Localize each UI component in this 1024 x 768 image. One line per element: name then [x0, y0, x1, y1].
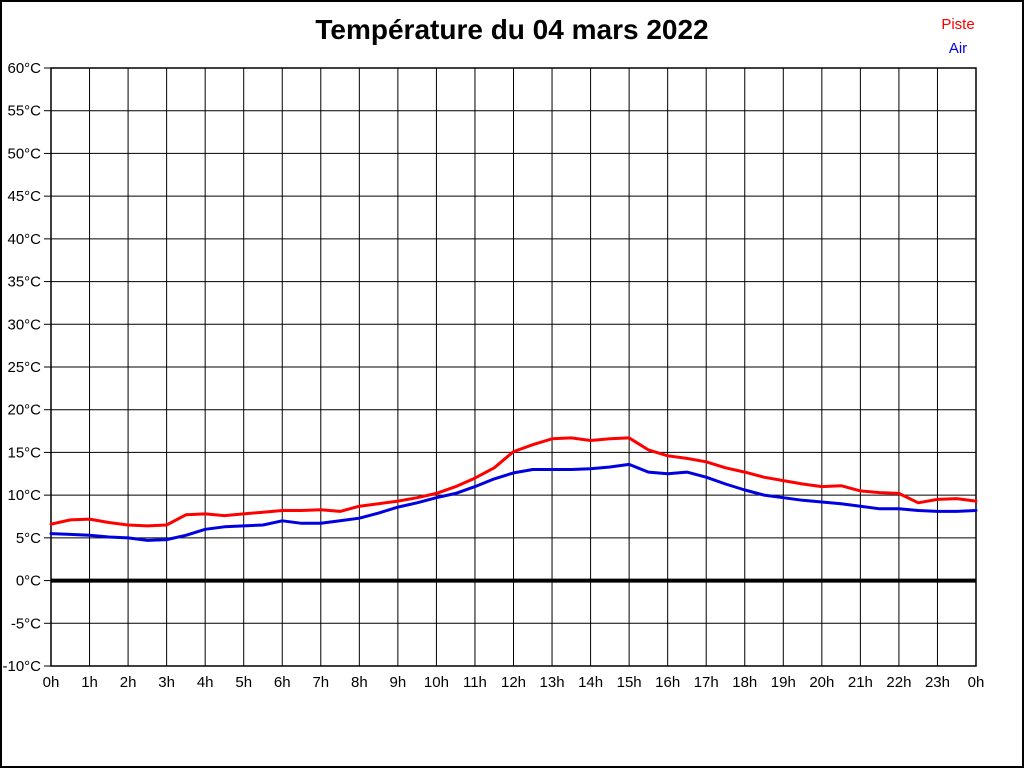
x-tick-label: 18h	[732, 674, 757, 691]
x-tick-label: 20h	[809, 674, 834, 691]
y-tick-label: 5°C	[16, 530, 41, 547]
y-tick-label: 20°C	[7, 402, 41, 419]
y-tick-label: 60°C	[7, 60, 41, 77]
x-tick-label: 0h	[968, 674, 985, 691]
y-tick-label: 30°C	[7, 316, 41, 333]
x-tick-label: 15h	[617, 674, 642, 691]
y-tick-label: 50°C	[7, 145, 41, 162]
x-tick-label: 13h	[540, 674, 565, 691]
x-tick-label: 7h	[312, 674, 329, 691]
series-air-line	[49, 462, 978, 542]
x-tick-label: 19h	[771, 674, 796, 691]
y-tick-label: -10°C	[2, 658, 41, 675]
y-tick-label: -5°C	[11, 615, 41, 632]
series-piste-line	[49, 436, 978, 528]
y-tick-label: 35°C	[7, 274, 41, 291]
y-tick-label: 0°C	[16, 573, 41, 590]
x-tick-label: 5h	[235, 674, 252, 691]
legend: Piste Air	[914, 13, 1002, 61]
x-tick-label: 2h	[120, 674, 137, 691]
x-tick-label: 9h	[390, 674, 407, 691]
x-tick-label: 11h	[463, 674, 487, 691]
y-tick-label: 40°C	[7, 231, 41, 248]
x-tick-label: 10h	[424, 674, 449, 691]
legend-piste-label: Piste	[941, 16, 975, 33]
x-tick-label: 1h	[81, 674, 98, 691]
y-tick-label: 55°C	[7, 103, 41, 120]
legend-air-label: Air	[948, 40, 968, 57]
x-tick-label: 4h	[197, 674, 214, 691]
x-tick-label: 21h	[848, 674, 873, 691]
x-tick-label: 23h	[925, 674, 950, 691]
x-tick-label: 6h	[274, 674, 291, 691]
y-tick-label: 15°C	[7, 444, 41, 461]
y-tick-label: 25°C	[7, 359, 41, 376]
x-tick-label: 0h	[43, 674, 60, 691]
x-tick-label: 17h	[694, 674, 719, 691]
y-tick-label: 10°C	[7, 487, 41, 504]
x-tick-label: 8h	[351, 674, 368, 691]
x-tick-label: 14h	[578, 674, 603, 691]
chart-title: Température du 04 mars 2022	[315, 14, 709, 45]
y-tick-label: 45°C	[7, 188, 41, 205]
x-tick-label: 16h	[655, 674, 680, 691]
x-tick-label: 3h	[158, 674, 175, 691]
x-tick-label: 12h	[501, 674, 526, 691]
x-tick-label: 22h	[886, 674, 911, 691]
